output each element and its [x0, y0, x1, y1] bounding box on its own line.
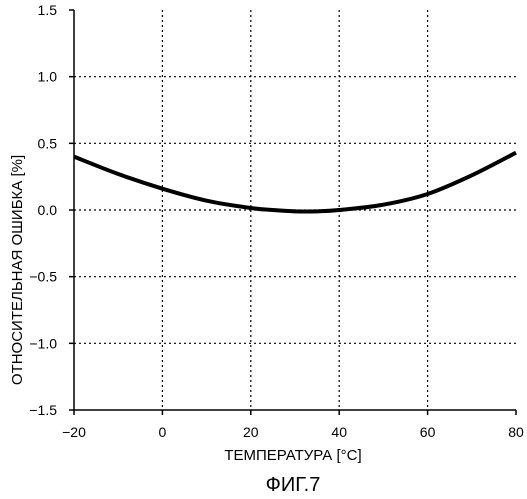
y-tick-label-3: 0.0 [38, 202, 58, 218]
y-tick-label-0: 1.5 [38, 2, 58, 18]
series-group [74, 153, 516, 212]
x-tick-labels: −20 0 20 40 60 80 [62, 424, 524, 440]
y-tick-label-1: 1.0 [38, 69, 58, 85]
x-tick-label-2: 20 [243, 424, 259, 440]
y-tick-label-4: −0.5 [29, 269, 57, 285]
figure-caption: ФИГ.7 [266, 474, 321, 496]
x-tick-label-3: 40 [331, 424, 347, 440]
y-axis-label: ОТНОСИТЕЛЬНАЯ ОШИБКА [%] [9, 155, 26, 385]
x-axis-label: ТЕМПЕРАТУРА [°C] [224, 447, 361, 464]
y-tick-labels: 1.5 1.0 0.5 0.0 −0.5 −1.0 −1.5 [29, 2, 57, 418]
y-tick-label-5: −1.0 [29, 335, 57, 351]
x-tick-label-4: 60 [420, 424, 436, 440]
series-line-0 [74, 153, 516, 212]
y-tick-label-2: 0.5 [38, 135, 58, 151]
y-tick-label-6: −1.5 [29, 402, 57, 418]
x-tick-label-5: 80 [508, 424, 524, 440]
x-tick-label-1: 0 [159, 424, 167, 440]
x-tick-label-0: −20 [62, 424, 86, 440]
